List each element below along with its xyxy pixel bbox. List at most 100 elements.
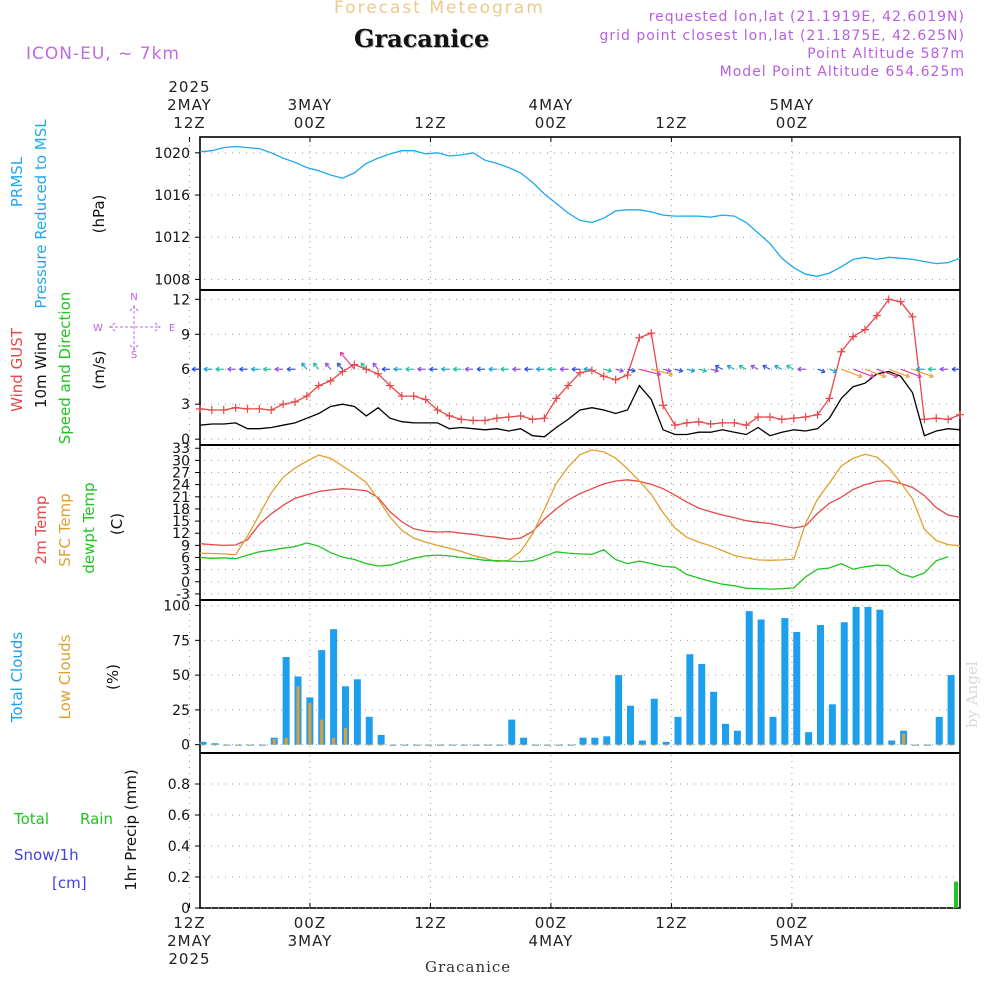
clouds-bar xyxy=(308,702,312,745)
clouds-bar xyxy=(783,744,787,746)
clouds-bar xyxy=(793,631,801,745)
time-label-bottom: 2025 xyxy=(168,950,210,968)
clouds-bar xyxy=(213,744,217,746)
clouds-bar xyxy=(759,744,763,746)
gust-marker xyxy=(219,406,228,415)
y-tick-label: -3 xyxy=(176,587,190,603)
wind-direction-arrow xyxy=(829,368,838,373)
wind-arrow-head xyxy=(488,366,493,372)
wind-arrow-head xyxy=(571,366,576,372)
gust-marker xyxy=(706,420,715,429)
wind-arrow-head xyxy=(360,362,366,368)
time-label-top: 5MAY xyxy=(770,96,815,114)
y-tick-label: 24 xyxy=(172,478,190,494)
clouds-bar xyxy=(520,737,528,745)
t2m-label: 2m Temp xyxy=(32,496,50,565)
clouds-bar xyxy=(450,744,454,746)
pressure-label: Pressure Reduced to MSL xyxy=(32,119,50,309)
wind-arrow-head xyxy=(820,368,826,374)
compass-south: S xyxy=(131,350,137,361)
y-tick-label: 15 xyxy=(172,514,190,530)
gust-marker xyxy=(492,414,501,423)
wind-arrow-head xyxy=(547,366,552,372)
time-label-bottom: 12Z xyxy=(655,914,687,932)
gust-marker xyxy=(421,395,430,404)
gust-marker xyxy=(397,392,406,401)
clouds-bar xyxy=(937,744,941,746)
wind-direction-arrow xyxy=(360,362,367,370)
clouds-bar xyxy=(342,686,349,745)
temperature-unit: (C) xyxy=(108,513,126,535)
wind-direction-arrow xyxy=(774,365,783,370)
clouds-bar xyxy=(771,744,775,746)
gust-marker xyxy=(504,413,513,422)
wind-arrow-head xyxy=(262,366,267,372)
clouds-bar xyxy=(854,744,858,746)
clouds-bar xyxy=(902,733,906,745)
wind-arrow-head xyxy=(857,373,863,379)
y-tick-label: 0 xyxy=(181,738,190,754)
gust-marker xyxy=(386,381,394,390)
clouds-bar xyxy=(462,744,466,746)
gust-marker xyxy=(825,394,834,403)
y-tick-label: 33 xyxy=(172,441,190,457)
wind-direction-arrow xyxy=(817,368,826,373)
gust-marker xyxy=(872,311,881,320)
chart-title: Forecast Meteogram xyxy=(334,0,545,18)
wind-direction-arrow xyxy=(603,368,612,372)
wind-direction-arrow xyxy=(615,368,624,372)
clouds-bar xyxy=(282,657,290,745)
clouds-bar xyxy=(296,686,300,745)
wind-arrow-head xyxy=(762,364,767,370)
gust-marker xyxy=(552,394,561,403)
clouds-bar xyxy=(712,744,716,746)
precip-unit: 1hr Precip (mm) xyxy=(122,769,140,890)
wind-direction-arrow xyxy=(627,368,636,372)
clouds-bar xyxy=(591,737,599,745)
gust-marker xyxy=(682,418,691,427)
wind-direction-arrow xyxy=(900,368,922,378)
wind-arrow-head xyxy=(738,364,744,370)
clouds-bar xyxy=(272,739,276,745)
rain-label: Rain xyxy=(80,810,113,828)
gust-marker xyxy=(469,416,478,425)
gust-marker xyxy=(326,376,335,385)
clouds-bar xyxy=(757,619,765,745)
wind-series-line-0 xyxy=(199,298,961,426)
wind-direction-arrow xyxy=(698,368,707,372)
wind-direction-arrow xyxy=(841,368,863,378)
wind-direction-arrow xyxy=(336,362,343,370)
time-label-top: 2MAY xyxy=(167,96,212,114)
gust-marker xyxy=(564,381,573,390)
wind-direction-arrow xyxy=(325,362,332,370)
clouds-bar xyxy=(842,744,846,746)
y-tick-label: 18 xyxy=(172,502,190,518)
clouds-bar xyxy=(638,740,646,745)
gust-marker xyxy=(314,381,323,390)
clouds-bar xyxy=(864,606,872,745)
plot-frame xyxy=(199,136,961,909)
pressure-label: PRMSL xyxy=(8,156,26,207)
time-label-bottom: 5MAY xyxy=(770,932,815,950)
clouds-bar xyxy=(615,675,623,745)
gust-marker xyxy=(302,392,311,401)
total-clouds-label: Total Clouds xyxy=(8,632,26,724)
y-tick-label: 12 xyxy=(172,526,190,542)
y-tick-label: 6 xyxy=(181,362,190,378)
wind-arrow-head xyxy=(927,366,932,372)
clouds-bar xyxy=(769,716,777,745)
clouds-bar xyxy=(949,744,953,746)
compass-rose xyxy=(109,305,161,351)
time-label-bottom: 00Z xyxy=(776,914,808,932)
wind-label: 10m Wind xyxy=(32,332,50,408)
y-tick-label: 21 xyxy=(172,490,190,506)
wind-arrow-head xyxy=(372,362,377,368)
clouds-bar xyxy=(828,704,836,745)
gust-marker xyxy=(540,414,549,423)
gust-marker xyxy=(742,421,751,430)
gust-marker xyxy=(932,414,941,423)
clouds-bar xyxy=(925,744,929,746)
wind-arrow-head xyxy=(512,366,517,372)
y-tick-label: 1016 xyxy=(154,188,190,204)
gust-marker xyxy=(255,404,264,413)
